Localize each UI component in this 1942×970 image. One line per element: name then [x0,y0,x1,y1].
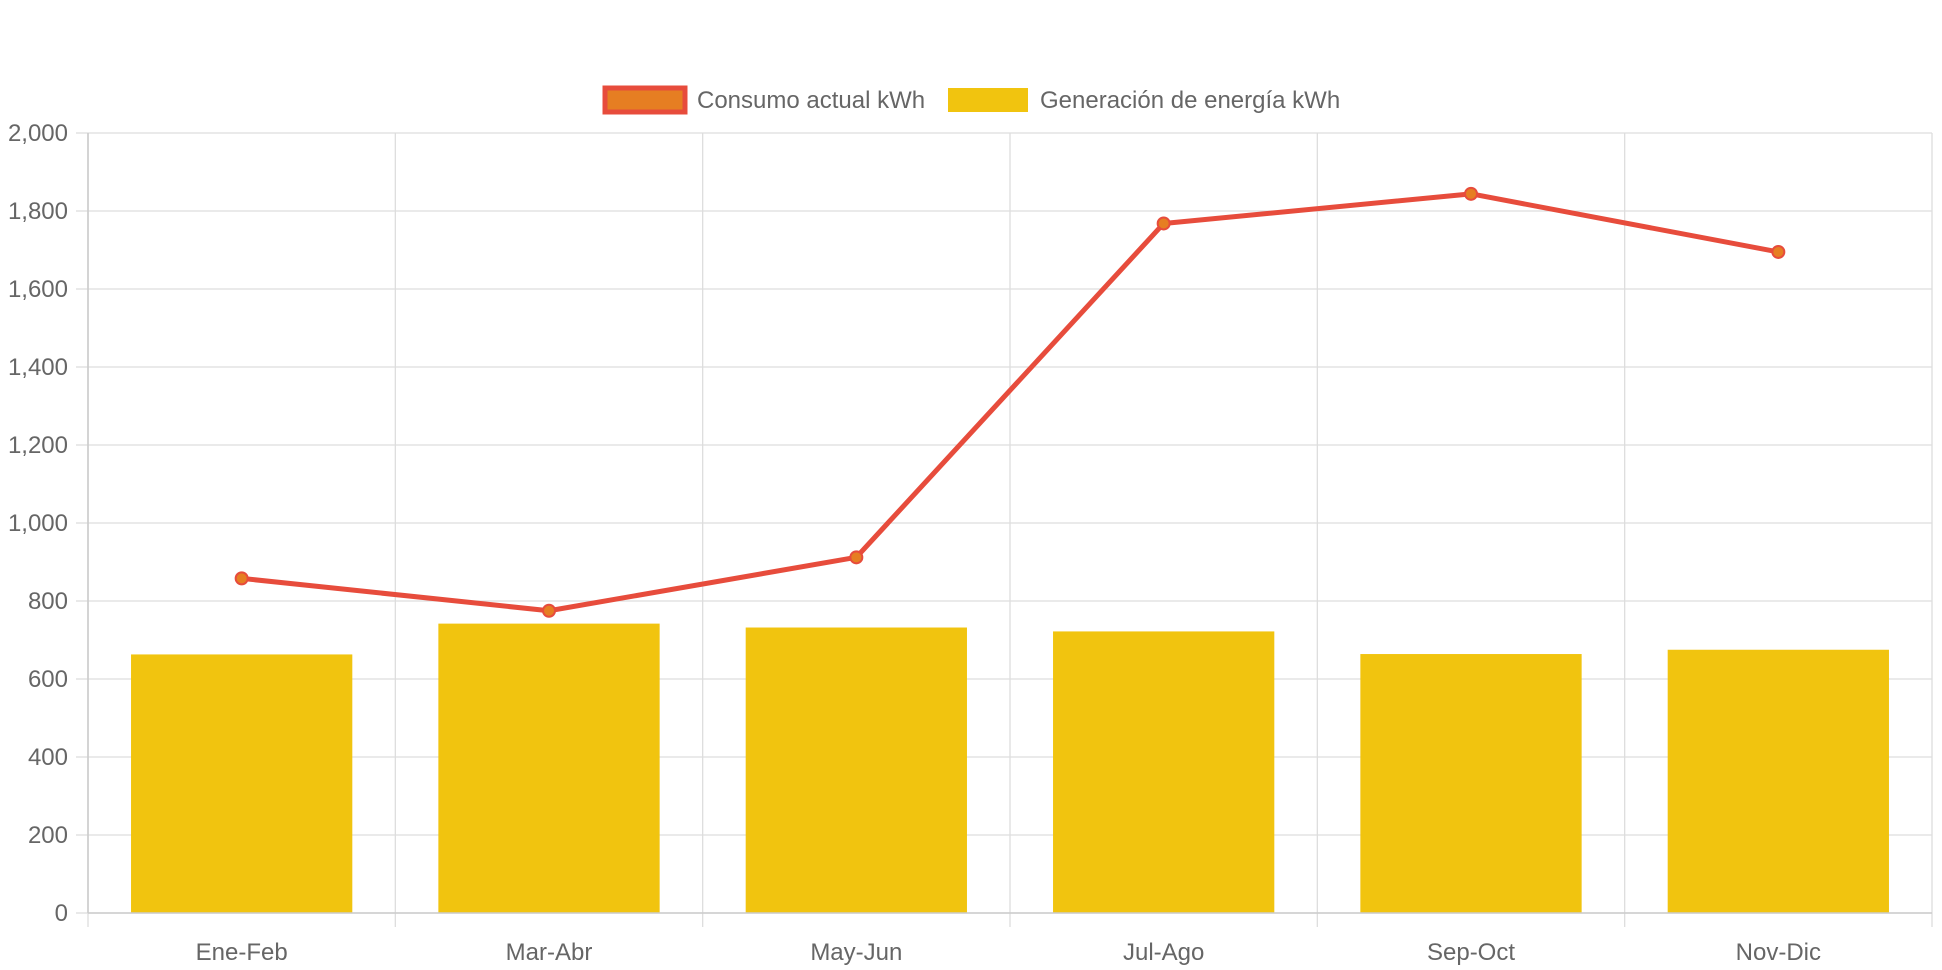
bar[interactable] [745,627,967,913]
legend-swatch-consumo[interactable] [602,85,688,115]
y-tick-label: 1,400 [8,354,68,381]
y-tick-label: 1,000 [8,510,68,537]
bar[interactable] [1667,649,1889,913]
y-tick-label: 1,600 [8,276,68,303]
y-tick-label: 0 [55,900,68,927]
consumption-line [241,191,1779,614]
line-point[interactable] [1771,244,1786,259]
line-point[interactable] [1464,186,1478,201]
line-point[interactable] [849,550,864,565]
y-tick-label: 1,200 [8,432,68,459]
x-tick-label: May-Jun [810,939,902,966]
y-tick-label: 1,800 [8,198,68,225]
bar[interactable] [1053,631,1275,913]
x-tick-label: Mar-Abr [506,939,593,966]
x-axis: Ene-Feb Mar-Abr May-Jun Jul-Ago Sep-Oct Nov-D… [88,912,1932,966]
y-axis: 0 200 400 600 800 1,000 1,200 1,400 1,600 1,800 2,… [8,120,89,927]
legend: Consumo actual kWh Generación de energía … [602,85,1340,115]
y-tick-label: 400 [28,744,68,771]
line-point[interactable] [234,571,249,586]
bar[interactable] [131,654,353,913]
x-tick-label: Nov-Dic [1736,939,1821,966]
line-point[interactable] [1156,216,1171,231]
legend-label-generacion[interactable]: Generación de energía kWh [1040,87,1340,114]
legend-swatch-generacion[interactable] [948,88,1028,112]
legend-label-consumo[interactable]: Consumo actual kWh [697,87,925,114]
x-tick-label: Jul-Ago [1123,939,1204,966]
line-point[interactable] [542,603,556,618]
y-tick-label: 600 [28,666,68,693]
bar[interactable] [1360,654,1582,913]
line-series [234,186,1786,618]
y-tick-label: 200 [28,822,68,849]
y-tick-label: 800 [28,588,68,615]
x-tick-label: Ene-Feb [196,939,288,966]
bar[interactable] [438,623,660,913]
x-tick-label: Sep-Oct [1427,939,1515,966]
bar-series [131,623,1889,913]
y-tick-label: 2,000 [8,120,68,147]
grid [87,132,1933,927]
